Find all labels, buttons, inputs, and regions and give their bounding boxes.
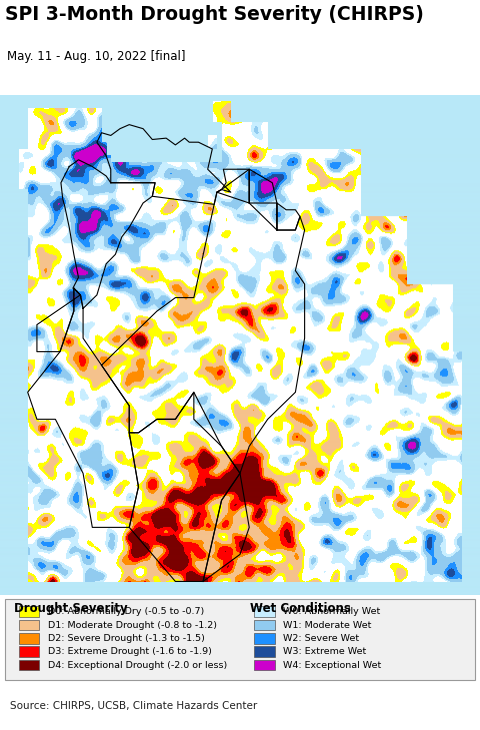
Bar xyxy=(19,607,39,617)
Text: D4: Exceptional Drought (-2.0 or less): D4: Exceptional Drought (-2.0 or less) xyxy=(48,661,227,670)
Text: W4: Exceptional Wet: W4: Exceptional Wet xyxy=(283,661,382,670)
Text: W0: Abnormally Wet: W0: Abnormally Wet xyxy=(283,607,381,616)
Text: D3: Extreme Drought (-1.6 to -1.9): D3: Extreme Drought (-1.6 to -1.9) xyxy=(48,648,212,656)
Bar xyxy=(254,646,275,657)
Text: W2: Severe Wet: W2: Severe Wet xyxy=(283,634,360,643)
Bar xyxy=(19,633,39,644)
Text: W3: Extreme Wet: W3: Extreme Wet xyxy=(283,648,366,656)
Text: D2: Severe Drought (-1.3 to -1.5): D2: Severe Drought (-1.3 to -1.5) xyxy=(48,634,205,643)
Bar xyxy=(254,660,275,670)
Text: W1: Moderate Wet: W1: Moderate Wet xyxy=(283,620,372,630)
Text: Wet Conditions: Wet Conditions xyxy=(250,602,350,615)
Bar xyxy=(19,620,39,631)
Text: May. 11 - Aug. 10, 2022 [final]: May. 11 - Aug. 10, 2022 [final] xyxy=(7,50,186,64)
Bar xyxy=(254,620,275,631)
Text: Drought Severity: Drought Severity xyxy=(14,602,128,615)
Bar xyxy=(254,607,275,617)
Text: Source: CHIRPS, UCSB, Climate Hazards Center: Source: CHIRPS, UCSB, Climate Hazards Ce… xyxy=(10,702,257,711)
Bar xyxy=(19,660,39,670)
Bar xyxy=(254,633,275,644)
Text: SPI 3-Month Drought Severity (CHIRPS): SPI 3-Month Drought Severity (CHIRPS) xyxy=(5,4,424,23)
Text: D1: Moderate Drought (-0.8 to -1.2): D1: Moderate Drought (-0.8 to -1.2) xyxy=(48,620,217,630)
Text: D0: Abnormally Dry (-0.5 to -0.7): D0: Abnormally Dry (-0.5 to -0.7) xyxy=(48,607,204,616)
Bar xyxy=(19,646,39,657)
